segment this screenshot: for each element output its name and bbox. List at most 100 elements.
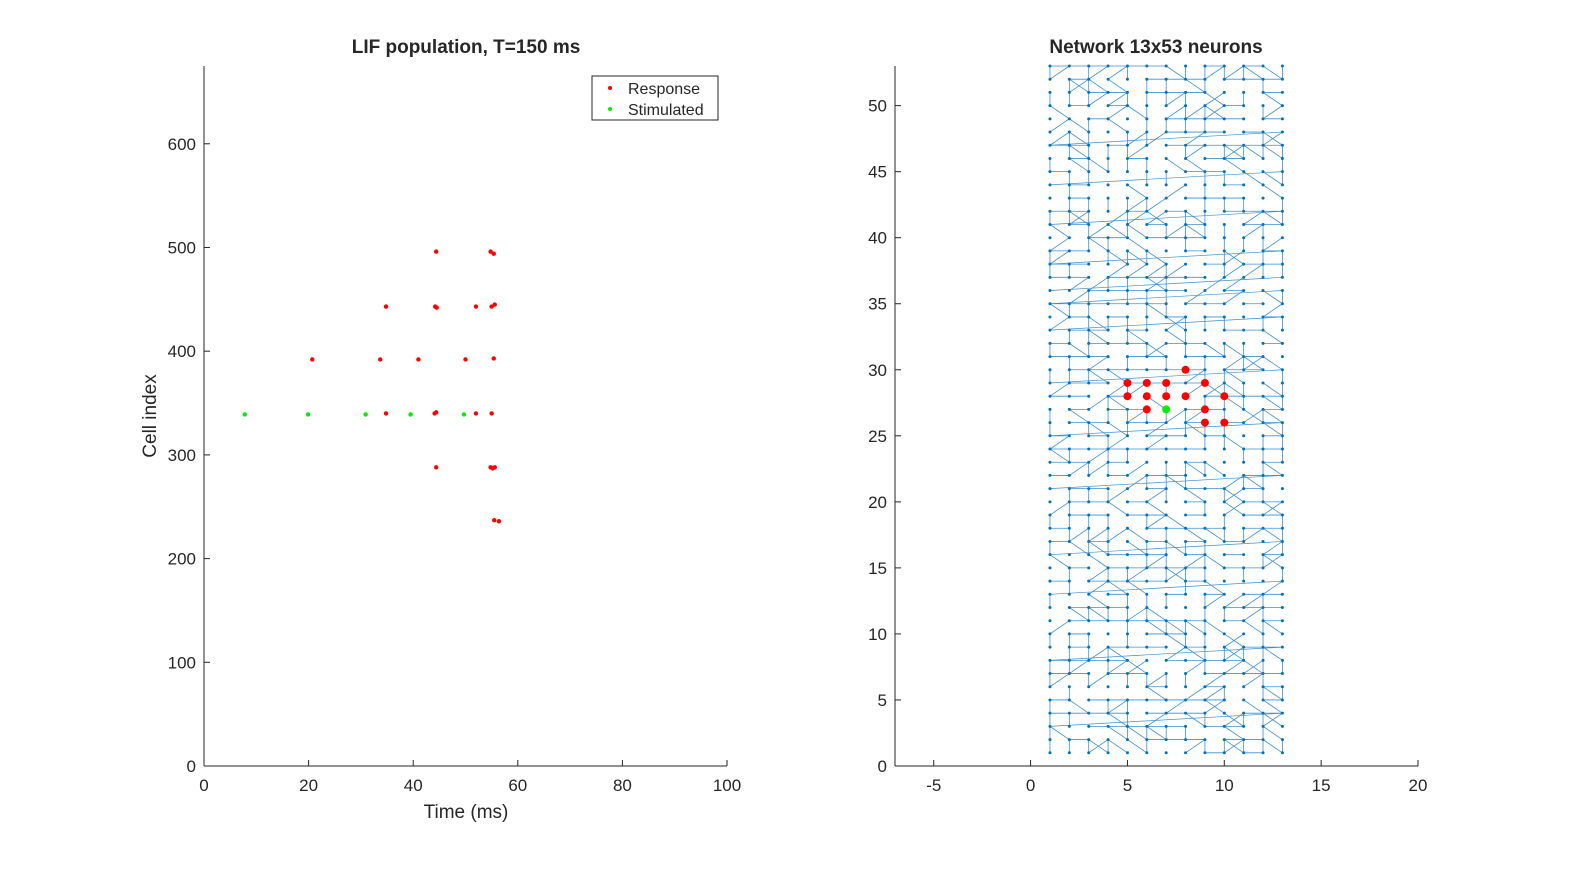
network-node <box>1087 592 1091 596</box>
network-node <box>1125 619 1129 623</box>
network-edge <box>1262 461 1283 476</box>
network-node <box>1280 751 1284 755</box>
network-node <box>1125 685 1129 689</box>
network-node <box>1087 606 1091 610</box>
network-node <box>1164 698 1168 702</box>
network-node <box>1242 394 1246 398</box>
network-node <box>1222 711 1226 715</box>
network-edge <box>1243 699 1264 714</box>
network-edge <box>1262 144 1283 159</box>
network-node <box>1164 619 1168 623</box>
network-edge <box>1049 224 1070 239</box>
network-edge <box>1049 316 1070 331</box>
network-node <box>1164 526 1168 530</box>
network-node <box>1048 407 1052 411</box>
network-node <box>1048 289 1052 293</box>
network-node <box>1106 473 1110 477</box>
network-edge <box>1127 580 1148 595</box>
network-node <box>1242 368 1246 372</box>
network-node <box>1067 302 1071 306</box>
network-node <box>1184 209 1188 213</box>
network-node <box>1125 302 1129 306</box>
network-node <box>1184 632 1188 636</box>
network-node <box>1164 249 1168 253</box>
network-edge <box>1107 580 1128 595</box>
network-node <box>1222 262 1226 266</box>
network-node <box>1184 236 1188 240</box>
response-neuron <box>1142 405 1151 414</box>
network-edge <box>1262 395 1283 410</box>
network-edge <box>1185 158 1206 172</box>
network-node <box>1145 658 1149 662</box>
network-node <box>1164 302 1168 306</box>
network-node <box>1184 460 1188 464</box>
network-node <box>1048 275 1052 279</box>
network-node <box>1125 606 1129 610</box>
network-node <box>1106 236 1110 240</box>
network-edge <box>1127 475 1148 489</box>
network-node <box>1222 619 1226 623</box>
network-node <box>1280 421 1284 425</box>
network-node <box>1067 711 1071 715</box>
network-node <box>1261 143 1265 147</box>
network-edge <box>1165 65 1186 80</box>
network-edge <box>1146 607 1167 622</box>
network-edge <box>1262 303 1283 318</box>
network-node <box>1048 711 1052 715</box>
network-node <box>1145 606 1149 610</box>
network-node <box>1203 500 1207 504</box>
network-edge <box>1049 131 1283 146</box>
network-edge <box>1049 237 1070 252</box>
stimulated-spike-point <box>305 412 311 417</box>
network-edge <box>1185 646 1206 661</box>
network-node <box>1048 302 1052 306</box>
network-node <box>1184 606 1188 610</box>
network-node <box>1125 738 1129 742</box>
raster-points <box>242 249 502 524</box>
network-node <box>1242 249 1246 253</box>
network-node <box>1261 368 1265 372</box>
network-node <box>1203 90 1207 94</box>
network-edge <box>1088 316 1109 331</box>
network-edge <box>1088 422 1109 437</box>
network-node <box>1067 421 1071 425</box>
network-edge <box>1185 131 1206 146</box>
network-node <box>1106 685 1110 689</box>
network-edge <box>1224 739 1244 754</box>
network-node <box>1087 117 1091 121</box>
network-node <box>1222 447 1226 451</box>
network-edge <box>1049 541 1283 556</box>
network-node <box>1280 645 1284 649</box>
network-edge <box>1243 660 1264 674</box>
network-node <box>1261 77 1265 81</box>
network-edge <box>1146 673 1167 688</box>
network-node <box>1125 341 1129 345</box>
network-node <box>1087 487 1091 491</box>
network-node <box>1164 355 1168 359</box>
response-spike-point <box>378 357 383 362</box>
network-node <box>1280 130 1284 134</box>
network-edge <box>1069 343 1089 357</box>
network-node <box>1242 619 1246 623</box>
network-node <box>1261 236 1265 240</box>
network-node <box>1280 90 1284 94</box>
network-edge <box>1262 382 1283 397</box>
network-node <box>1125 751 1129 755</box>
network-node <box>1048 156 1052 160</box>
network-node <box>1125 196 1129 200</box>
network-edge <box>1146 435 1167 450</box>
network-node <box>1125 209 1129 213</box>
network-edge <box>1146 303 1167 318</box>
network-edge <box>1204 276 1225 291</box>
network-edge <box>1262 554 1283 569</box>
network-edge <box>1107 250 1128 265</box>
network-node <box>1242 711 1246 715</box>
network-node <box>1106 341 1110 345</box>
network-node <box>1067 117 1071 121</box>
network-node <box>1087 724 1091 728</box>
network-node <box>1106 751 1110 755</box>
network-node <box>1164 130 1168 134</box>
network-node <box>1164 751 1168 755</box>
network-node <box>1145 685 1149 689</box>
network-node <box>1048 526 1052 530</box>
